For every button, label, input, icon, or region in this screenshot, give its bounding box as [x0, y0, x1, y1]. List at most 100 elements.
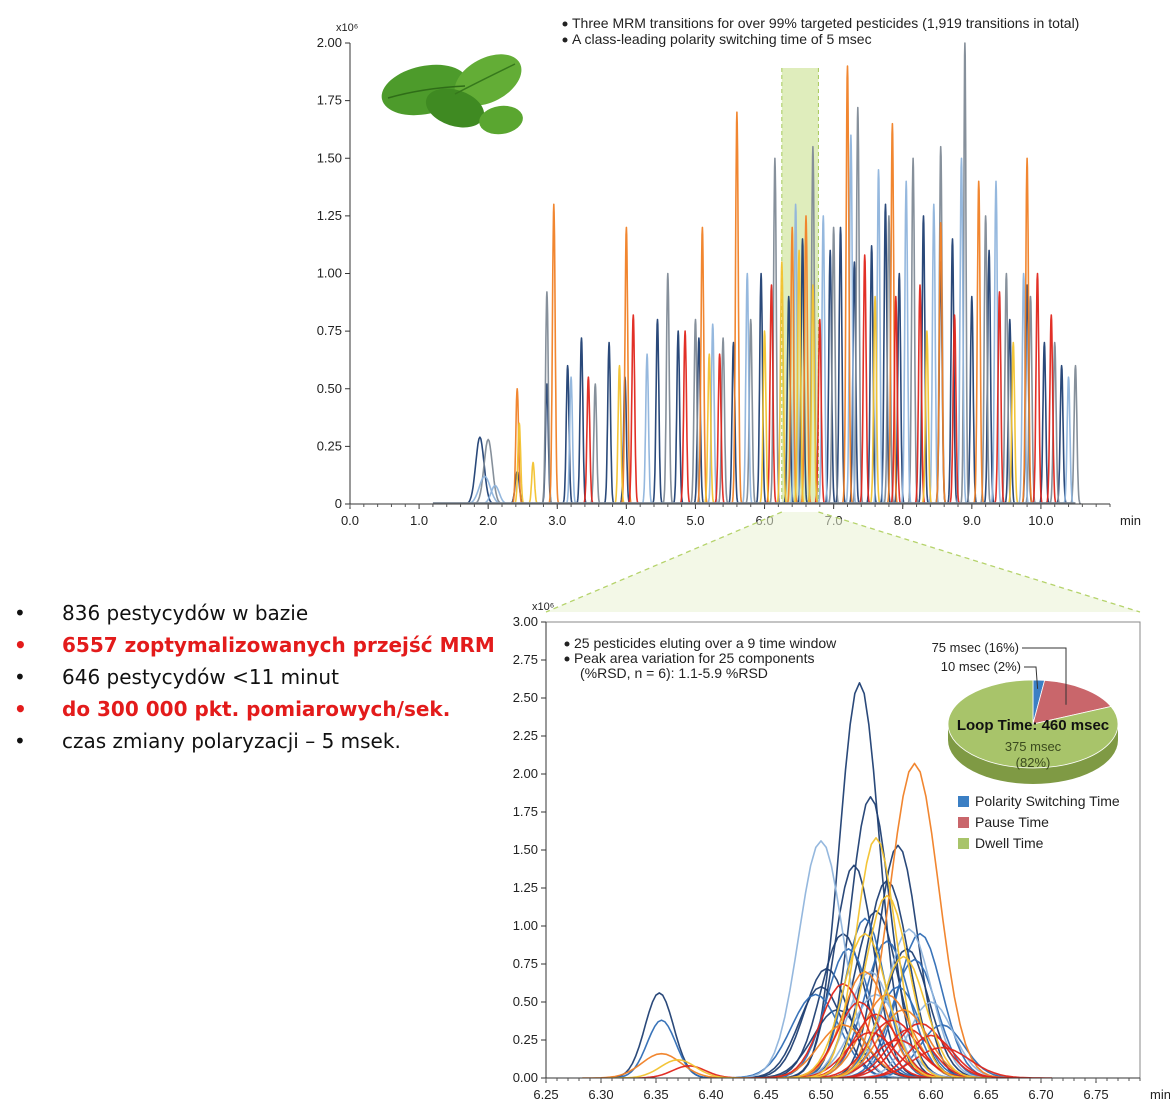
annotation-text: 25 pesticides eluting over a 9 time wind… [574, 635, 837, 651]
bullet-text: 6557 zoptymalizowanych przejść MRM [62, 633, 495, 657]
x-tick-label: 6.35 [643, 1087, 668, 1102]
peak-trace-56 [817, 215, 830, 504]
peak-trace-86 [948, 314, 961, 504]
y-tick-label: 0.25 [513, 1032, 538, 1047]
x-tick-label: 6.25 [533, 1087, 558, 1102]
y-tick-label: 3.00 [513, 614, 538, 629]
pie-dwell-label: (82%) [1016, 755, 1051, 770]
bullet-text: 836 pestycydów w bazie [62, 601, 309, 625]
x-tick-label: 3.0 [548, 513, 566, 528]
y-tick-label: 1.75 [317, 93, 342, 108]
peak-trace-43 [959, 42, 970, 504]
x-tick-label: 10.0 [1028, 513, 1053, 528]
peak-trace-87 [993, 291, 1006, 504]
leaf-vein [454, 63, 516, 95]
loop-time-pie: Loop Time: 460 msec 375 msec(82%) 75 msec … [932, 640, 1120, 851]
legend-swatch [958, 838, 969, 849]
zoom-connector-right [818, 511, 1141, 613]
peak-trace-84 [889, 295, 902, 504]
x-tick-label: 0.0 [341, 513, 359, 528]
peak-trace-92 [613, 364, 626, 504]
peak-trace-45 [798, 894, 976, 1078]
legend-label: Dwell Time [975, 835, 1044, 851]
leaf-shape [479, 105, 523, 135]
peak-trace-3 [818, 844, 978, 1078]
pie-dwell-label: 375 msec [1005, 739, 1062, 754]
pie-slice-2 [947, 679, 1119, 769]
peak-trace-22 [820, 928, 998, 1078]
y-tick-label: 1.00 [317, 266, 342, 281]
y-tick-label: 0.75 [513, 956, 538, 971]
peak-trace-27 [817, 762, 1012, 1078]
y-tick-label: 0.00 [513, 1070, 538, 1085]
peak-trace-59 [900, 180, 913, 504]
bullet-dot: • [14, 633, 27, 657]
pause-callout-label: 75 msec (16%) [932, 640, 1019, 655]
peak-trace-89 [1045, 314, 1058, 504]
peak-trace-9 [692, 337, 705, 504]
peak-trace-0 [602, 992, 717, 1078]
x-tick-label: 2.0 [479, 513, 497, 528]
annotation-bullet [562, 21, 568, 27]
x-tick-label: 6.65 [973, 1087, 998, 1102]
peak-trace-75 [972, 180, 985, 504]
peak-trace-72 [841, 65, 854, 504]
peak-trace-97 [806, 284, 819, 504]
legend-swatch [958, 796, 969, 807]
peak-trace-33 [754, 982, 932, 1078]
peak-trace-99 [920, 330, 933, 504]
annotation-text: Peak area variation for 25 components [574, 650, 814, 666]
bullet-item-3: • do 300 000 pkt. pomiarowych/sek. [14, 693, 495, 725]
x-tick-label: 6.30 [588, 1087, 613, 1102]
pie-title: Loop Time: 460 msec [957, 717, 1109, 734]
annotation-text: A class-leading polarity switching time … [572, 31, 872, 47]
mint-leaf-icon [381, 54, 523, 135]
x-tick-label: 5.0 [686, 513, 704, 528]
legend-label: Polarity Switching Time [975, 793, 1120, 809]
y-tick-label: 0.50 [317, 381, 342, 396]
peak-trace-42 [832, 1046, 1052, 1078]
peak-trace-52 [641, 353, 654, 504]
chart-zoomed-window: 0.00 0.25 0.50 0.75 1.00 1.25 1.50 1.75 2.00 2.25… [513, 601, 1170, 1102]
bullet-dot: • [14, 665, 26, 689]
x-tick-label: 4.0 [617, 513, 635, 528]
peak-trace-7 [651, 318, 664, 504]
peak-trace-25 [1003, 318, 1016, 504]
y-tick-label: 2.00 [513, 766, 538, 781]
peak-trace-79 [679, 330, 692, 504]
peak-trace-93 [703, 353, 716, 504]
peak-trace-69 [730, 111, 743, 504]
bullet-item-0: • 836 pestycydów w bazie [14, 597, 495, 629]
peak-trace-73 [886, 122, 899, 504]
annotation-bullet [564, 656, 570, 662]
peak-trace-55 [789, 203, 802, 504]
peak-trace-98 [869, 295, 882, 504]
annotation-bullet [564, 641, 570, 647]
annotation-text: (%RSD, n = 6): 1.1-5.9 %RSD [580, 665, 768, 681]
bullet-dot: • [14, 729, 26, 753]
y-tick-label: 1.75 [513, 804, 538, 819]
bullet-item-4: • czas zmiany polaryzacji – 5 msek. [14, 725, 495, 757]
peak-trace-21 [732, 840, 910, 1078]
y-tick-label: 2.50 [513, 690, 538, 705]
leaf-shape [454, 54, 522, 106]
peak-trace-11 [755, 272, 768, 504]
peak-trace-44 [796, 836, 956, 1078]
y-scale-label: x10⁶ [532, 601, 554, 613]
y-tick-label: 1.25 [513, 880, 538, 895]
peak-trace-15 [760, 947, 937, 1078]
x-unit-label: min [1150, 1087, 1170, 1102]
x-tick-label: 6.40 [698, 1087, 723, 1102]
peak-trace-66 [547, 203, 560, 504]
peak-trace-20 [917, 215, 930, 504]
peak-trace-95 [775, 261, 788, 504]
bullet-list: • 836 pestycydów w bazie • 6557 zoptymaliz… [14, 597, 495, 757]
y-tick-label: 2.25 [513, 728, 538, 743]
polarity-callout-label: 10 msec (2%) [941, 659, 1021, 674]
x-tick-label: 8.0 [894, 513, 912, 528]
peak-trace-74 [934, 222, 947, 504]
x-tick-label: 6.45 [753, 1087, 778, 1102]
y-tick-label: 0.50 [513, 994, 538, 1009]
peak-trace-77 [582, 376, 595, 504]
y-tick-label: 1.50 [317, 150, 342, 165]
